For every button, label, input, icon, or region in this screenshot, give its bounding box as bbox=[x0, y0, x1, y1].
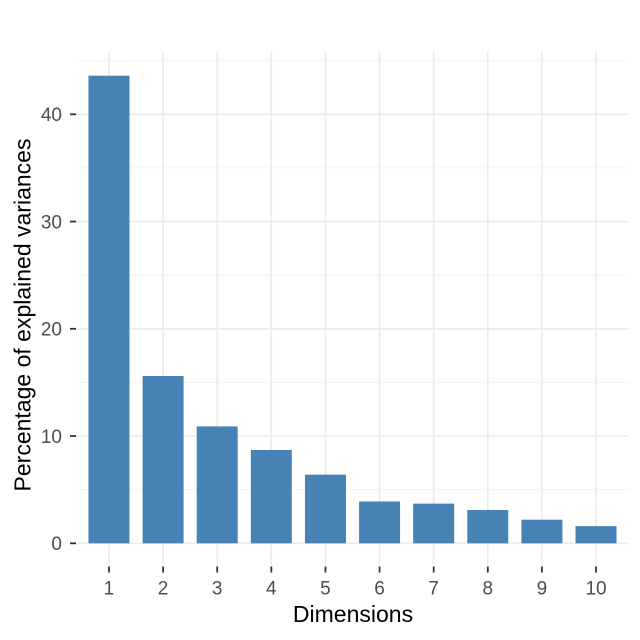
x-tick-label-2: 2 bbox=[158, 579, 169, 600]
x-tick-label-3: 3 bbox=[212, 579, 223, 600]
x-tick-label-5: 5 bbox=[320, 579, 331, 600]
x-axis: 1 2 3 4 5 6 7 8 9 10 bbox=[104, 566, 607, 600]
bar-dim-5 bbox=[304, 474, 346, 544]
x-tick-label-7: 7 bbox=[428, 579, 439, 600]
bar-dim-3 bbox=[196, 426, 238, 544]
x-tick-label-9: 9 bbox=[537, 579, 548, 600]
y-tick-label-20: 20 bbox=[41, 320, 62, 341]
y-tick-label-10: 10 bbox=[41, 427, 62, 448]
x-tick-label-4: 4 bbox=[266, 579, 277, 600]
bar-dim-6 bbox=[359, 501, 401, 544]
bar-dim-10 bbox=[575, 526, 617, 544]
bar-dim-2 bbox=[142, 375, 184, 544]
bar-dim-4 bbox=[250, 449, 292, 544]
y-tick-label-0: 0 bbox=[51, 534, 62, 555]
bar-dim-9 bbox=[521, 519, 563, 544]
bars bbox=[88, 75, 617, 544]
x-tick-label-1: 1 bbox=[104, 579, 115, 600]
x-tick-label-8: 8 bbox=[483, 579, 494, 600]
bar-dim-7 bbox=[413, 503, 455, 544]
y-axis: 0 10 20 30 40 bbox=[41, 105, 76, 555]
bar-dim-8 bbox=[467, 510, 509, 544]
bar-dim-1 bbox=[88, 75, 130, 544]
y-tick-label-30: 30 bbox=[41, 212, 62, 233]
y-tick-label-40: 40 bbox=[41, 105, 62, 126]
x-axis-title: Dimensions bbox=[292, 601, 414, 627]
x-tick-label-10: 10 bbox=[585, 579, 606, 600]
y-axis-title: Percentage of explained variances bbox=[9, 138, 36, 492]
x-tick-label-6: 6 bbox=[374, 579, 385, 600]
